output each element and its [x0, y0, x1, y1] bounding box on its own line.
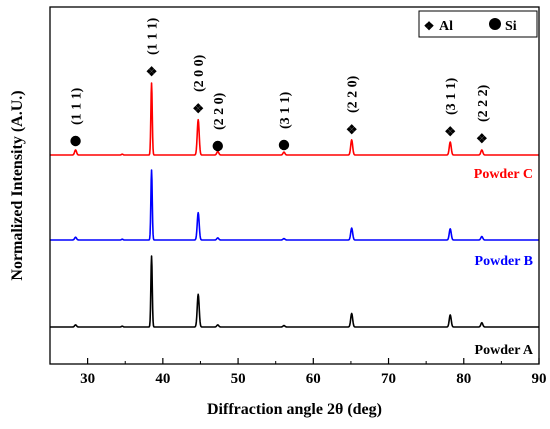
al-marker-icon: ❖	[192, 101, 204, 116]
peak-label: (1 1 1)	[70, 87, 85, 125]
series-label-powder-b: Powder B	[475, 254, 533, 269]
legend-box	[418, 10, 538, 38]
al-marker-icon: ❖	[146, 64, 158, 79]
series-label-powder-a: Powder A	[475, 343, 534, 358]
si-marker-icon	[70, 135, 81, 147]
plot-frame	[49, 6, 540, 365]
peak-label: (2 2 2)	[476, 84, 491, 122]
legend-label-al: Al	[439, 19, 453, 34]
x-axis-title: Diffraction angle 2θ (deg)	[207, 401, 382, 418]
series-line-powder-c	[49, 82, 540, 156]
si-marker-icon	[278, 139, 290, 151]
x-tick-label: 90	[532, 371, 547, 387]
peak-label: (3 1 1)	[444, 77, 459, 115]
y-axis-title: Normalized Intensity (A.U.)	[9, 90, 26, 280]
x-tick-label: 80	[456, 371, 471, 387]
x-tick-label: 40	[155, 371, 170, 387]
si-marker-icon	[212, 140, 223, 152]
x-tick-label: 30	[80, 371, 95, 387]
series-line-powder-b	[49, 169, 540, 241]
diamond-cluster-icon: ❖	[424, 19, 435, 33]
filled-circle-icon	[489, 18, 501, 30]
x-tick-label: 70	[381, 371, 396, 387]
al-marker-icon: ❖	[346, 122, 358, 137]
peak-label: (1 1 1)	[146, 17, 161, 55]
peak-label: (2 0 0)	[192, 54, 207, 92]
peak-label: (2 2 0)	[346, 75, 361, 113]
series-line-powder-a	[49, 255, 540, 328]
legend-label-si: Si	[505, 19, 517, 34]
x-tick-label: 60	[306, 371, 321, 387]
al-marker-icon: ❖	[444, 124, 456, 139]
x-tick-label: 50	[231, 371, 246, 387]
peak-label: (3 1 1)	[278, 91, 293, 129]
peak-label: (2 2 0)	[212, 92, 227, 130]
al-marker-icon: ❖	[476, 131, 488, 146]
series-label-powder-c: Powder C	[474, 167, 533, 182]
